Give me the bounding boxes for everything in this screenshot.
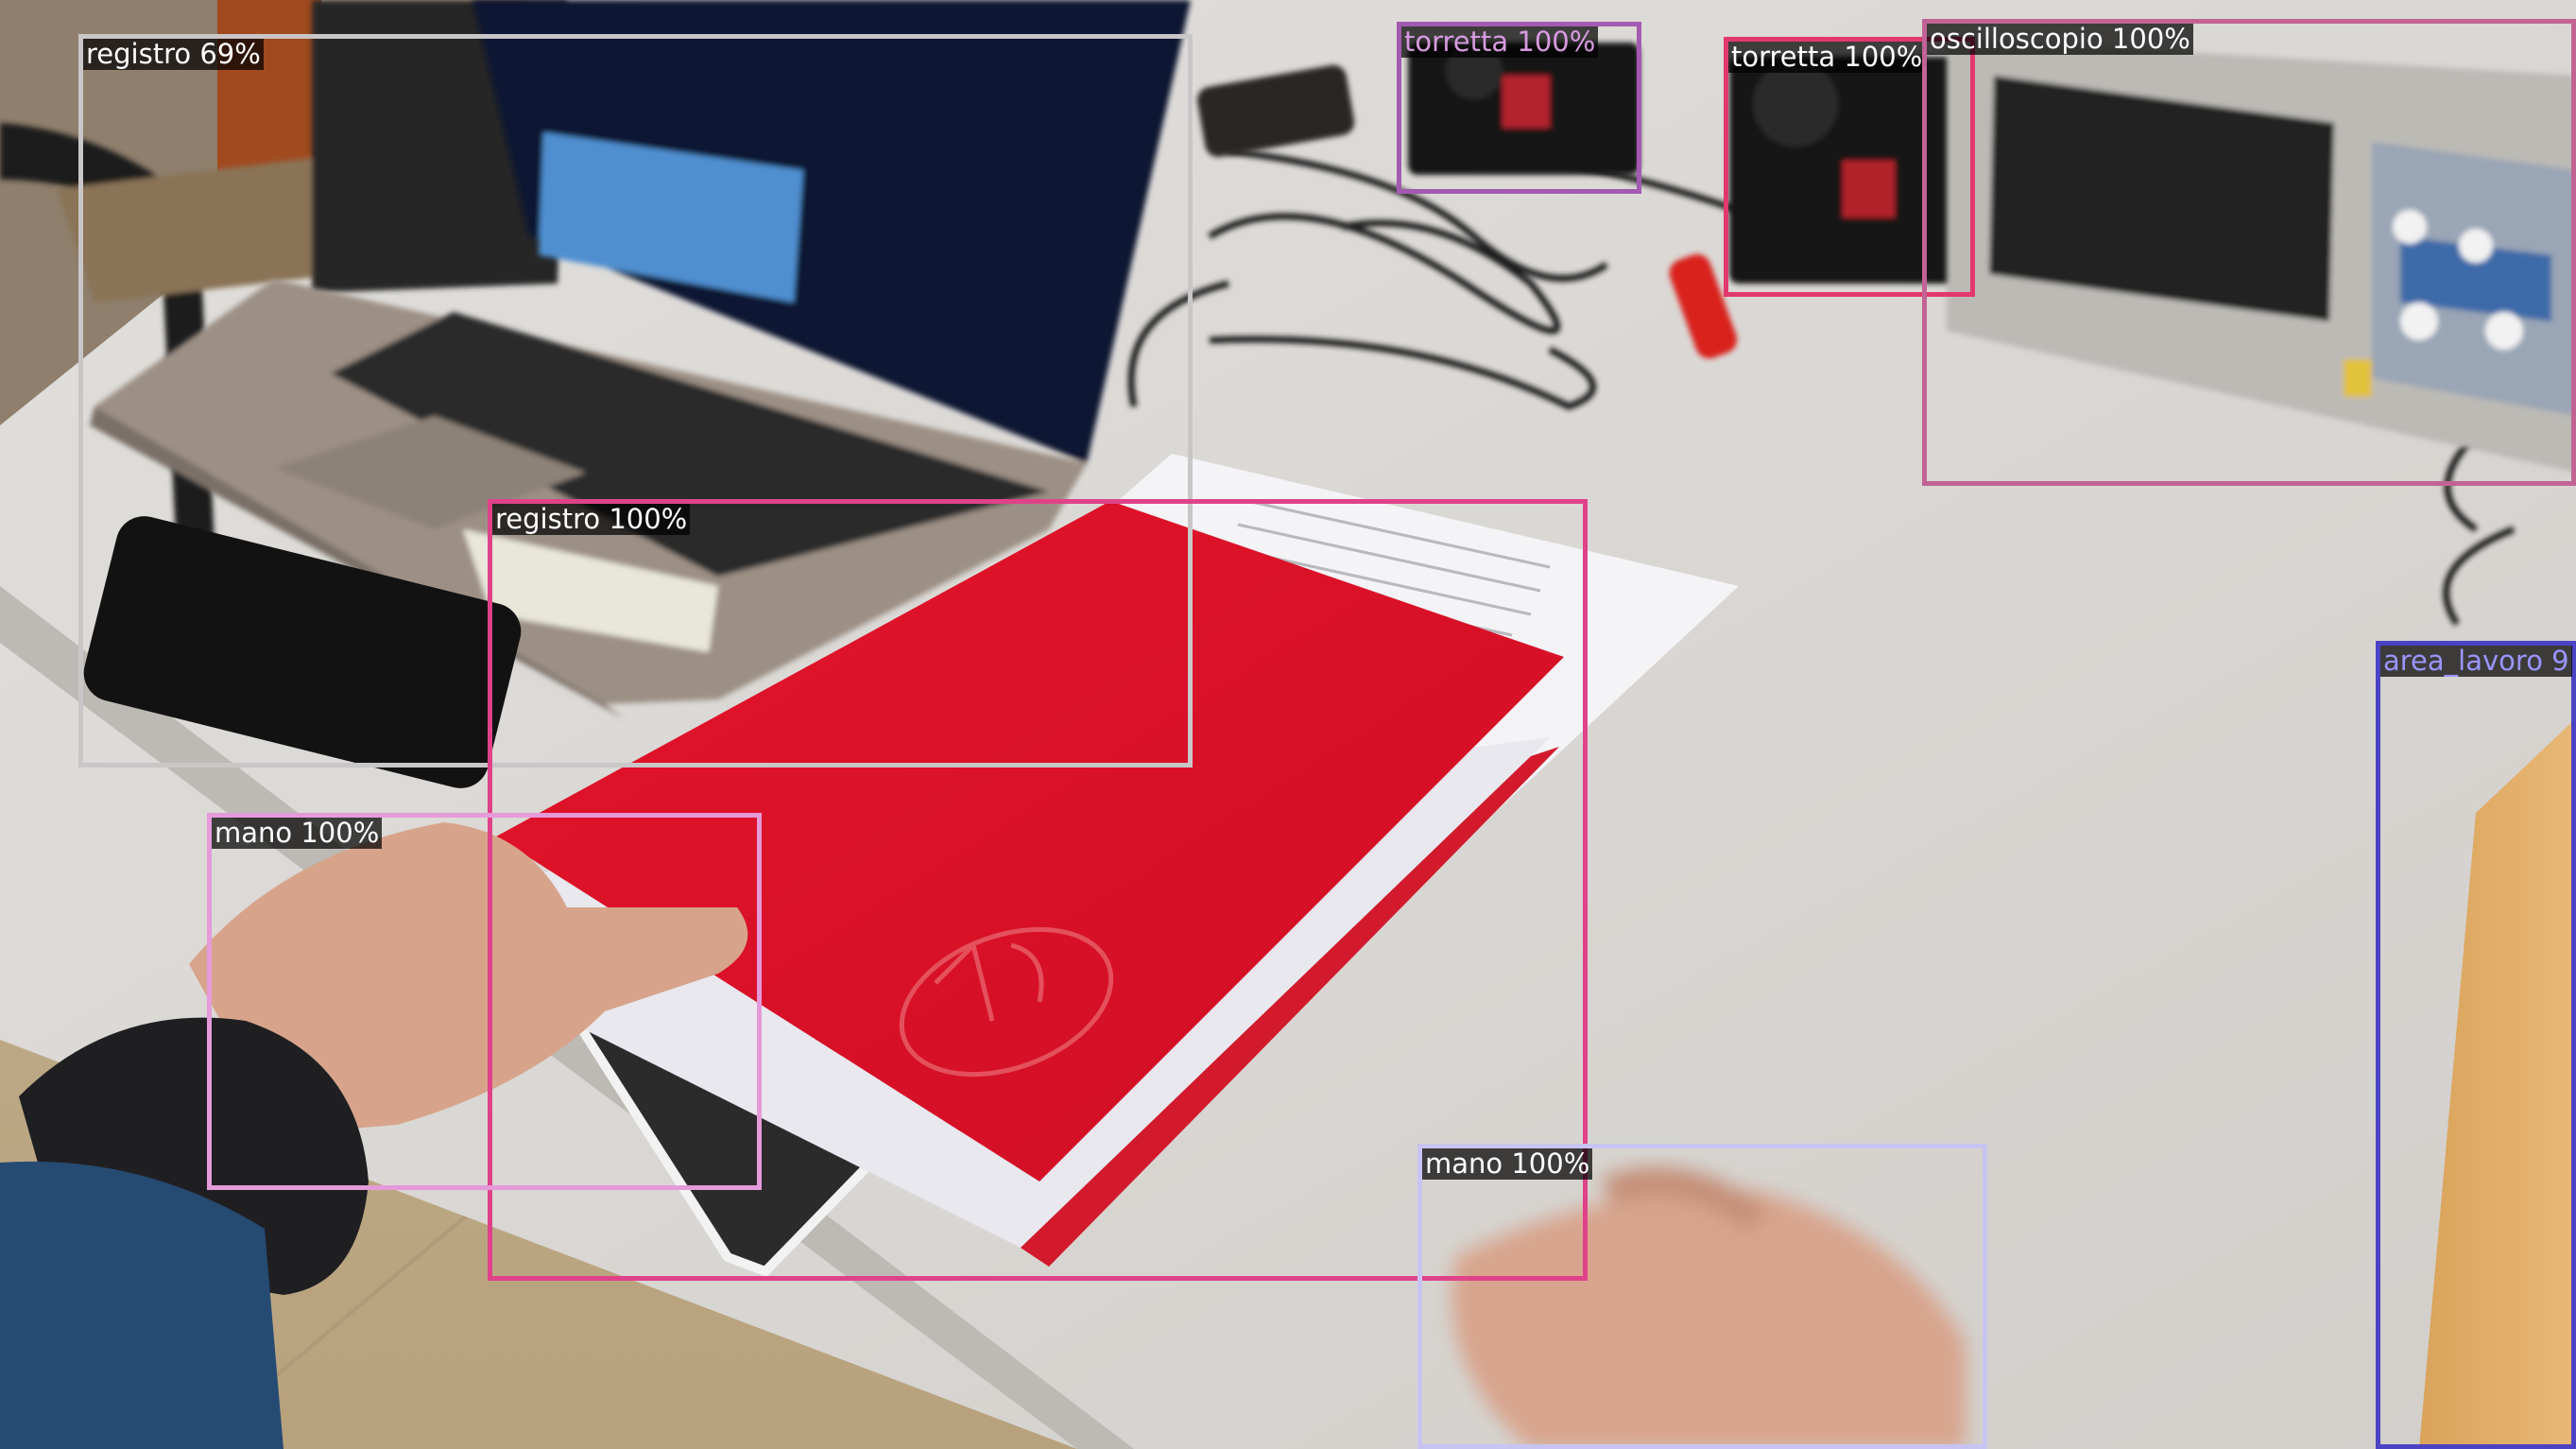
smartphone-desk	[83, 516, 522, 788]
red-register-book	[491, 501, 1564, 1267]
detection-label: torretta 100%	[1401, 26, 1599, 58]
detection-box-torretta-right: torretta 100%	[1724, 37, 1975, 297]
wooden-board	[2419, 718, 2576, 1449]
left-hand	[0, 822, 748, 1449]
detection-box-mano-left: mano 100%	[207, 813, 762, 1190]
detection-box-oscilloscopio: oscilloscopio 100%	[1922, 19, 2576, 486]
smartphone-top	[1197, 64, 1355, 158]
detection-box-mano-right: mano 100%	[1417, 1144, 1987, 1449]
detection-label: registro 100%	[492, 504, 691, 535]
detection-box-registro-book: registro 100%	[488, 499, 1588, 1281]
detection-label: torretta 100%	[1728, 42, 1926, 73]
detection-box-area-lavoro: area_lavoro 9	[2376, 641, 2576, 1449]
detection-label: area_lavoro 9	[2380, 646, 2572, 677]
detection-label: registro 69%	[83, 39, 264, 70]
detection-label: oscilloscopio 100%	[1927, 24, 2193, 55]
power-turret-right	[1729, 57, 1966, 284]
right-hand	[1451, 1167, 1966, 1449]
detection-label: mano 100%	[1422, 1148, 1593, 1180]
detection-label: mano 100%	[212, 818, 383, 849]
red-tool	[1669, 253, 1738, 359]
detection-box-torretta-left: torretta 100%	[1397, 22, 1641, 194]
oscilloscope	[1947, 38, 2576, 473]
laptop	[90, 0, 1191, 718]
detection-box-registro-laptop: registro 69%	[78, 34, 1193, 768]
